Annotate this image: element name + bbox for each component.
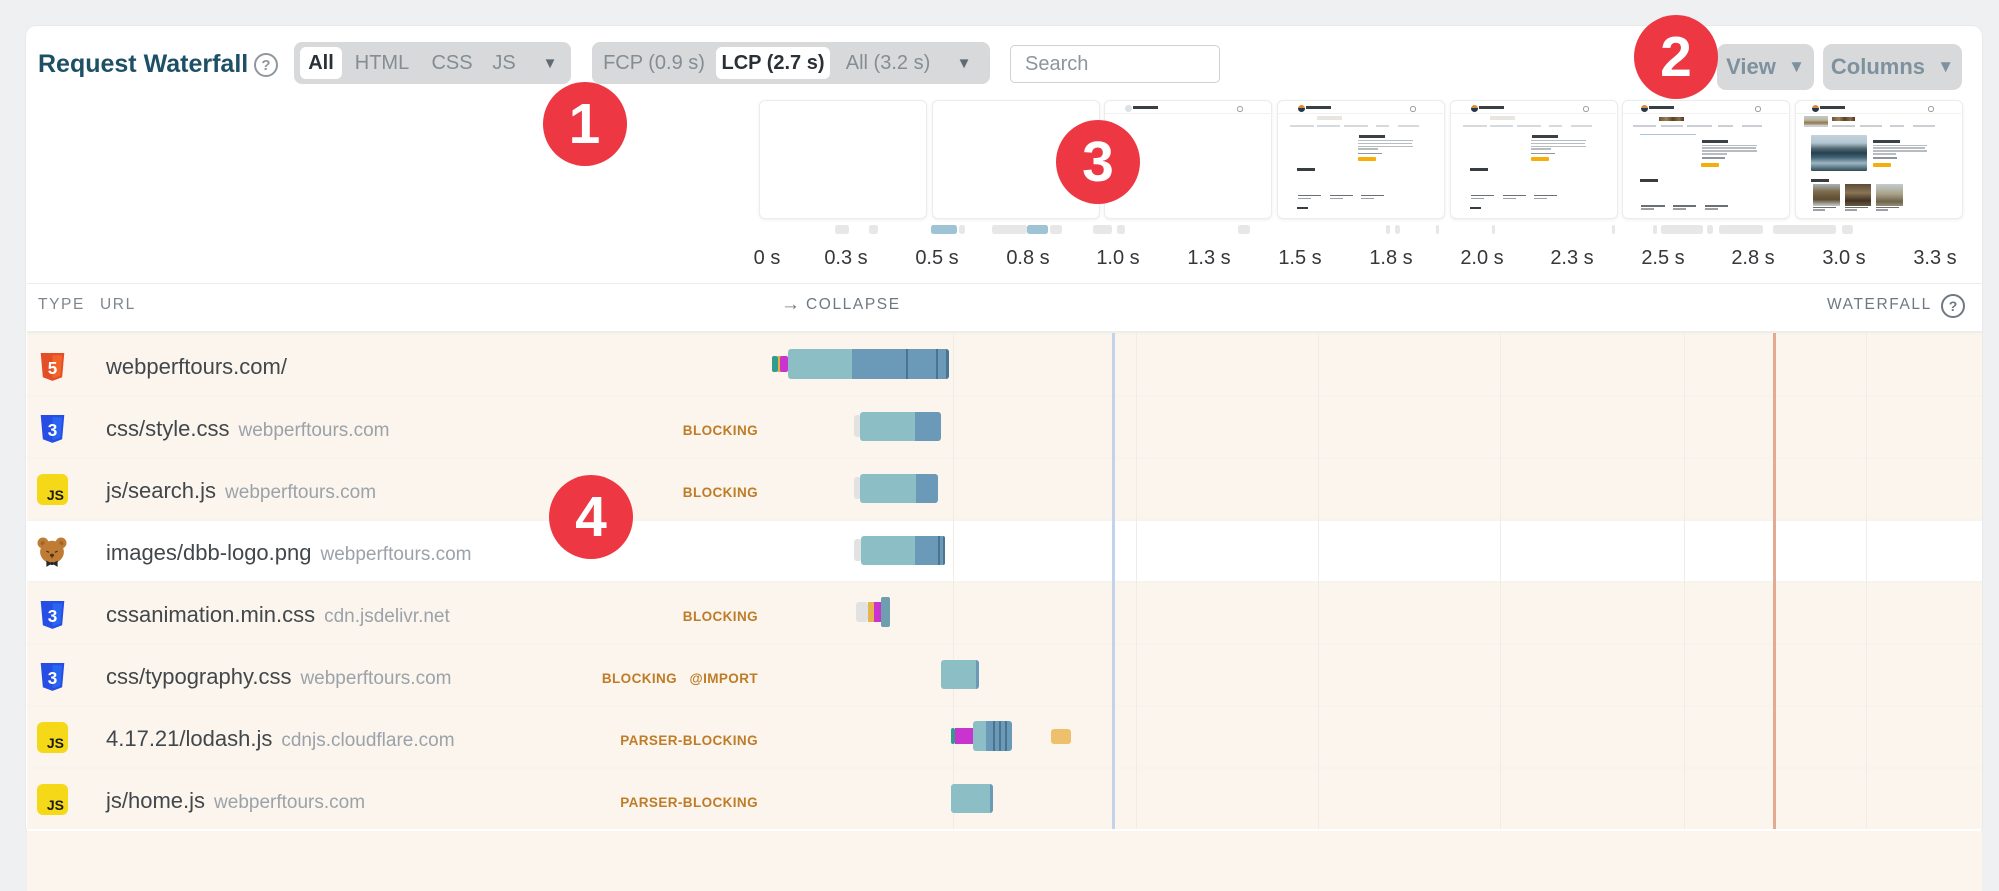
svg-text:3: 3: [48, 420, 58, 440]
svg-text:5: 5: [48, 358, 58, 378]
svg-text:JS: JS: [47, 735, 64, 751]
svg-text:JS: JS: [47, 797, 64, 813]
svg-text:3: 3: [48, 668, 58, 688]
svg-text:3: 3: [48, 606, 58, 626]
svg-text:JS: JS: [47, 487, 64, 503]
